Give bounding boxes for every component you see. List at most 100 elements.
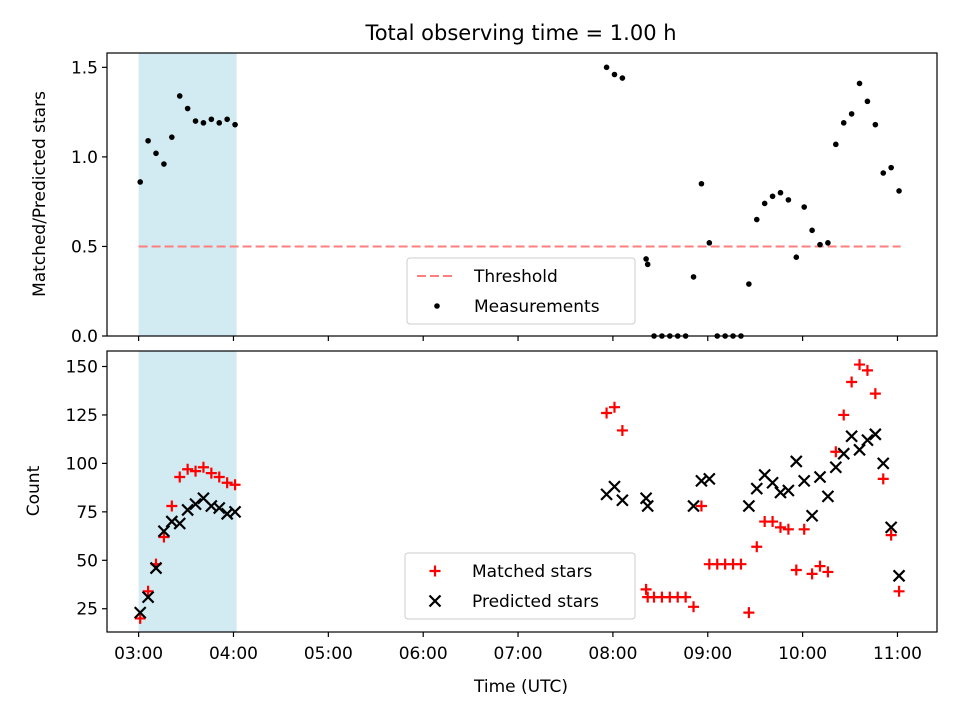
data-point bbox=[611, 71, 618, 78]
data-point bbox=[822, 566, 834, 578]
data-point bbox=[869, 428, 882, 441]
y-tick-label: 50 bbox=[76, 551, 98, 571]
legend: Threshold Measurements bbox=[406, 257, 636, 325]
data-point bbox=[777, 189, 784, 196]
chart-title: Total observing time = 1.00 h bbox=[364, 21, 676, 45]
data-point bbox=[825, 240, 831, 246]
data-point bbox=[228, 505, 242, 519]
data-point bbox=[698, 180, 705, 187]
data-point bbox=[892, 569, 906, 583]
data-point bbox=[864, 98, 871, 105]
x-tick-label: 10:00 bbox=[778, 644, 827, 664]
data-point bbox=[790, 564, 802, 576]
data-point bbox=[208, 116, 215, 123]
data-point bbox=[213, 471, 225, 483]
data-point bbox=[814, 560, 826, 572]
data-point bbox=[643, 256, 649, 262]
x-tick-label: 06:00 bbox=[399, 644, 448, 664]
highlight-span bbox=[138, 53, 237, 336]
data-point bbox=[838, 409, 850, 421]
data-point bbox=[774, 486, 787, 499]
data-point bbox=[688, 601, 700, 613]
data-point bbox=[133, 606, 147, 619]
data-point bbox=[608, 401, 620, 413]
data-point bbox=[134, 612, 146, 624]
data-point bbox=[761, 200, 768, 207]
data-point bbox=[742, 499, 756, 513]
legend-label: Matched stars bbox=[472, 562, 592, 582]
legend-label: Threshold bbox=[473, 267, 558, 287]
data-point bbox=[149, 561, 163, 575]
data-point bbox=[142, 585, 154, 597]
data-point bbox=[189, 497, 202, 511]
data-point bbox=[616, 424, 628, 436]
data-point bbox=[200, 120, 207, 126]
data-point bbox=[861, 433, 874, 447]
data-point bbox=[846, 376, 858, 388]
data-point bbox=[829, 460, 843, 474]
top-panel-ratio: 0.0 0.5 1.0 1.5 Threshold Measurements bbox=[71, 52, 938, 347]
data-point bbox=[690, 274, 697, 280]
data-point bbox=[896, 188, 902, 194]
data-point bbox=[137, 179, 143, 185]
data-point bbox=[805, 509, 819, 523]
bottom-panel-counts: 25 50 75 100 125 150 03:00 04:00 05:00 06:00 07:00… bbox=[66, 350, 938, 664]
data-point bbox=[793, 254, 800, 260]
data-point bbox=[608, 480, 621, 493]
data-point bbox=[885, 529, 897, 541]
data-point bbox=[205, 467, 217, 479]
data-point bbox=[158, 531, 170, 543]
data-point bbox=[197, 461, 209, 473]
data-point bbox=[869, 388, 881, 400]
data-point bbox=[141, 590, 155, 604]
series-matched-stars bbox=[134, 359, 905, 624]
data-point bbox=[695, 500, 707, 512]
data-point bbox=[174, 471, 186, 483]
x-tick-label: 03:00 bbox=[114, 644, 163, 664]
legend: Matched stars Predicted stars bbox=[404, 552, 636, 620]
data-point bbox=[746, 281, 752, 287]
data-point bbox=[169, 134, 175, 140]
data-point bbox=[190, 465, 202, 477]
data-point bbox=[229, 479, 241, 491]
data-point bbox=[192, 118, 199, 124]
y-tick-label: 1.5 bbox=[71, 58, 98, 78]
data-point bbox=[750, 482, 764, 495]
data-point bbox=[848, 111, 855, 117]
axes-frame bbox=[106, 350, 938, 633]
data-point bbox=[877, 473, 889, 485]
legend-box bbox=[404, 552, 636, 620]
data-point bbox=[856, 80, 863, 87]
y-tick-label: 0.5 bbox=[71, 237, 98, 257]
data-point bbox=[790, 455, 803, 468]
y-tick-label: 150 bbox=[66, 358, 98, 378]
data-point bbox=[176, 93, 183, 99]
series-predicted-stars bbox=[133, 428, 906, 619]
y-tick-label: 25 bbox=[76, 600, 98, 620]
data-point bbox=[840, 120, 847, 126]
highlight-span bbox=[138, 351, 237, 632]
data-point bbox=[830, 446, 842, 458]
x-tick-label: 09:00 bbox=[683, 644, 732, 664]
y-tick-label: 0.0 bbox=[71, 327, 98, 347]
data-point bbox=[809, 227, 815, 234]
data-point bbox=[884, 521, 898, 534]
data-point bbox=[888, 164, 894, 171]
data-point bbox=[833, 141, 839, 148]
data-point bbox=[212, 501, 226, 515]
data-point bbox=[182, 463, 194, 475]
data-point bbox=[845, 429, 858, 443]
y-tick-label: 75 bbox=[76, 503, 98, 523]
data-point bbox=[695, 474, 708, 488]
data-point bbox=[145, 137, 151, 144]
data-point bbox=[221, 477, 233, 489]
x-tick-label: 11:00 bbox=[873, 644, 922, 664]
data-point bbox=[782, 523, 794, 535]
x-tick-label: 04:00 bbox=[209, 644, 258, 664]
data-point bbox=[766, 476, 779, 490]
y-tick-label: 100 bbox=[66, 454, 98, 474]
legend-dot-swatch bbox=[434, 303, 440, 309]
data-point bbox=[232, 121, 238, 128]
data-point bbox=[782, 484, 795, 497]
